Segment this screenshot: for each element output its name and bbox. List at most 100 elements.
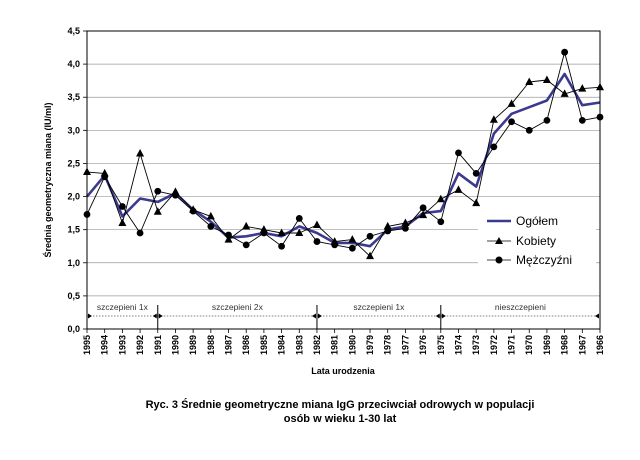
data-point-kobiety <box>560 89 569 97</box>
data-point-mezczyzni <box>101 173 109 181</box>
x-tick-label: 1971 <box>507 335 517 355</box>
caption-line-2: osób w wieku 1-30 lat <box>283 413 397 425</box>
data-point-kobiety <box>242 221 251 230</box>
x-tick-label: 1966 <box>595 335 605 355</box>
axis-layer: 0,0 0,5 1,0 1,5 2,0 2,5 3,0 3,5 4,0 4,5 1995 1994 19… <box>67 26 605 355</box>
x-tick-label: 1986 <box>241 335 251 355</box>
legend-label-ogolem: Ogółem <box>516 214 558 228</box>
legend: Ogółem Kobiety Mężczyźni <box>478 208 596 270</box>
x-tick-label: 1981 <box>330 335 340 355</box>
data-point-kobiety <box>348 235 357 243</box>
x-tick-label: 1979 <box>365 335 375 355</box>
data-point-mezczyzni <box>419 204 427 212</box>
plot-frame <box>86 30 601 330</box>
line-chart: szczepieni 1x szczepieni 2x szczepieni 1x n… <box>42 26 605 376</box>
data-point-kobiety <box>507 99 516 107</box>
data-point-kobiety <box>118 218 127 227</box>
data-point-mezczyzni <box>490 143 498 151</box>
group-arrow <box>595 313 599 319</box>
data-point-mezczyzni <box>189 207 197 215</box>
x-tick-label: 1968 <box>560 335 570 355</box>
x-tick-label: 1983 <box>294 335 304 355</box>
data-point-kobiety <box>578 84 587 92</box>
data-point-mezczyzni <box>561 48 569 56</box>
group-arrow <box>88 313 92 319</box>
data-point-kobiety <box>419 210 428 219</box>
x-tick-label: 1974 <box>453 335 463 355</box>
group-arrow <box>311 313 316 319</box>
x-tick-label: 1987 <box>224 335 234 355</box>
series-layer <box>83 48 604 260</box>
x-tick-label: 1992 <box>135 335 145 355</box>
y-axis-title: Średnia geometryczna miana (IU/ml) <box>42 102 53 257</box>
data-point-mezczyzni <box>543 117 551 124</box>
data-point-mezczyzni <box>225 231 232 239</box>
x-tick-label: 1988 <box>206 335 216 355</box>
x-tick-label: 1972 <box>489 335 499 355</box>
data-point-mezczyzni <box>136 229 144 237</box>
group-label: szczepieni 2x <box>212 302 264 312</box>
data-point-mezczyzni <box>366 232 374 240</box>
group-arrow <box>441 313 446 319</box>
data-point-mezczyzni <box>331 241 339 249</box>
group-arrow <box>317 313 322 319</box>
y-tick-label: 0,5 <box>67 291 80 301</box>
data-point-kobiety <box>525 77 534 85</box>
x-tick-label: 1976 <box>418 335 428 355</box>
group-arrow <box>435 313 440 319</box>
group-arrow <box>152 313 157 319</box>
data-point-kobiety <box>401 218 410 227</box>
data-point-mezczyzni <box>154 187 162 195</box>
group-label: szczepieni 1x <box>97 302 149 312</box>
data-point-mezczyzni <box>313 238 321 245</box>
data-point-mezczyzni <box>260 229 268 237</box>
x-tick-label: 1967 <box>577 335 587 355</box>
legend-label-mezczyzni: Mężczyźni <box>516 253 572 267</box>
data-point-kobiety <box>472 198 481 207</box>
x-tick-label: 1975 <box>436 335 446 355</box>
x-axis-title: Lata urodzenia <box>311 366 376 376</box>
data-point-kobiety <box>224 235 233 243</box>
data-point-mezczyzni <box>172 191 179 199</box>
data-point-mezczyzni <box>348 244 356 252</box>
caption-line-1: Ryc. 3 Średnie geometryczne miana IgG pr… <box>145 399 535 411</box>
x-tick-label: 1985 <box>259 335 269 355</box>
y-tick-label: 2,0 <box>67 192 80 202</box>
legend-circle-marker <box>495 256 503 264</box>
x-tick-label: 1995 <box>82 335 92 355</box>
x-tick-label: 1989 <box>188 335 198 355</box>
legend-label-kobiety: Kobiety <box>516 234 556 248</box>
group-arrow <box>158 313 163 319</box>
data-point-kobiety <box>454 185 463 193</box>
data-point-kobiety <box>206 211 215 220</box>
data-point-mezczyzni <box>455 149 462 157</box>
data-point-kobiety <box>295 228 304 236</box>
data-point-mezczyzni <box>525 126 533 134</box>
y-tick-label: 1,0 <box>67 258 80 268</box>
data-point-kobiety <box>436 194 445 203</box>
group-label: szczepieni 1x <box>353 302 405 312</box>
data-point-kobiety <box>366 251 375 260</box>
y-tick-label: 4,5 <box>67 26 80 36</box>
data-point-mezczyzni <box>472 169 480 177</box>
y-tick-label: 3,5 <box>67 92 80 102</box>
x-tick-label: 1977 <box>400 335 410 355</box>
y-tick-label: 3,0 <box>67 125 80 135</box>
group-label: nieszczepieni <box>495 302 546 312</box>
x-tick-label: 1970 <box>524 335 534 355</box>
legend-triangle-marker <box>495 237 503 244</box>
data-point-kobiety <box>542 75 551 84</box>
data-point-kobiety <box>312 220 321 229</box>
data-point-kobiety <box>489 115 498 123</box>
data-point-mezczyzni <box>508 118 515 126</box>
data-point-kobiety <box>383 221 392 230</box>
x-tick-label: 1994 <box>100 335 110 355</box>
x-tick-label: 1993 <box>117 335 127 355</box>
figure-caption: Ryc. 3 Średnie geometryczne miana IgG pr… <box>0 398 640 426</box>
data-point-mezczyzni <box>242 241 250 249</box>
x-tick-label: 1990 <box>170 335 180 355</box>
y-tick-label: 2,5 <box>67 158 80 168</box>
y-tick-label: 4,0 <box>67 59 80 69</box>
data-point-mezczyzni <box>295 215 303 222</box>
